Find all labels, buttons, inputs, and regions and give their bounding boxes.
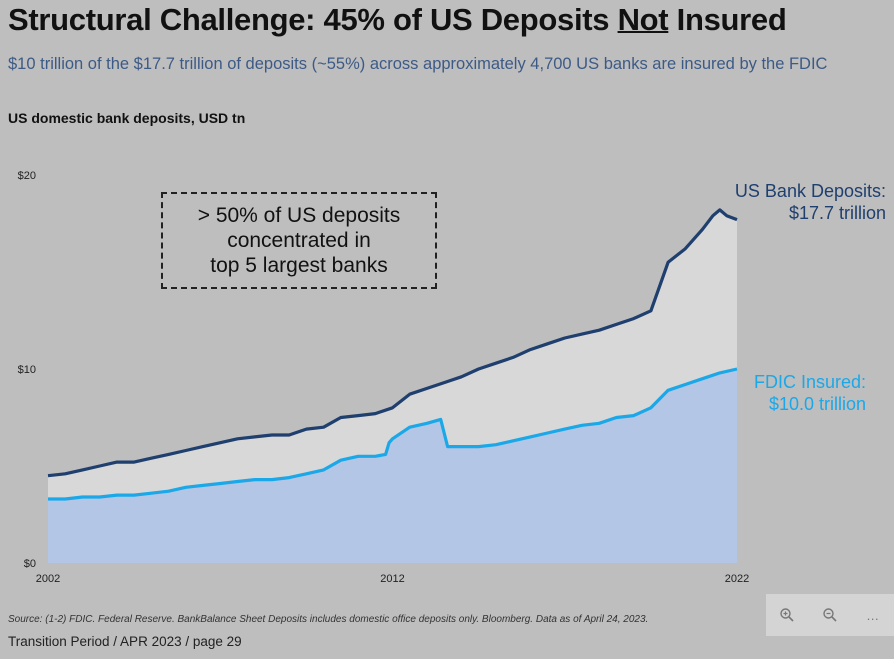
x-tick-label: 2012: [380, 573, 404, 585]
page-subtitle: $10 trillion of the $17.7 trillion of de…: [8, 55, 828, 73]
zoom-toolbar: …: [766, 594, 894, 636]
insured-label-value: $10.0 trillion: [768, 394, 866, 414]
x-tick-label: 2022: [725, 573, 749, 585]
insured-area: [48, 369, 737, 563]
deposits-label-name: US Bank Deposits:: [734, 181, 886, 201]
source-footnote: Source: (1-2) FDIC. Federal Reserve. Ban…: [8, 614, 649, 625]
annotation-box: > 50% of US deposits concentrated in top…: [161, 192, 437, 289]
annotation-line: > 50% of US deposits: [197, 204, 401, 227]
chart-heading: US domestic bank deposits, USD tn: [8, 110, 246, 126]
annotation-line: top 5 largest banks: [210, 254, 388, 277]
insured-series-label: FDIC Insured: $10.0 trillion: [690, 371, 866, 415]
zoom-in-button[interactable]: [773, 601, 801, 629]
x-tick-label: 2002: [36, 573, 60, 585]
y-tick-label: $10: [18, 364, 36, 376]
page-title: Structural Challenge: 45% of US Deposits…: [8, 2, 787, 37]
deposits-label-value: $17.7 trillion: [788, 203, 886, 223]
more-options-button[interactable]: …: [866, 607, 880, 623]
magnifier-plus-icon: [780, 608, 794, 622]
annotation-line: concentrated in: [227, 229, 371, 252]
insured-line: [48, 367, 738, 501]
zoom-out-button[interactable]: [816, 601, 844, 629]
page-footer: Transition Period / APR 2023 / page 29: [8, 634, 242, 649]
deposits-line: [47, 208, 738, 478]
y-tick-label: $0: [24, 558, 36, 570]
y-tick-label: $20: [18, 170, 36, 182]
deposits-series-label: US Bank Deposits: $17.7 trillion: [690, 180, 886, 224]
title-emphasis: Not: [617, 2, 669, 37]
insured-label-name: FDIC Insured:: [753, 372, 866, 392]
magnifier-minus-icon: [823, 608, 837, 622]
